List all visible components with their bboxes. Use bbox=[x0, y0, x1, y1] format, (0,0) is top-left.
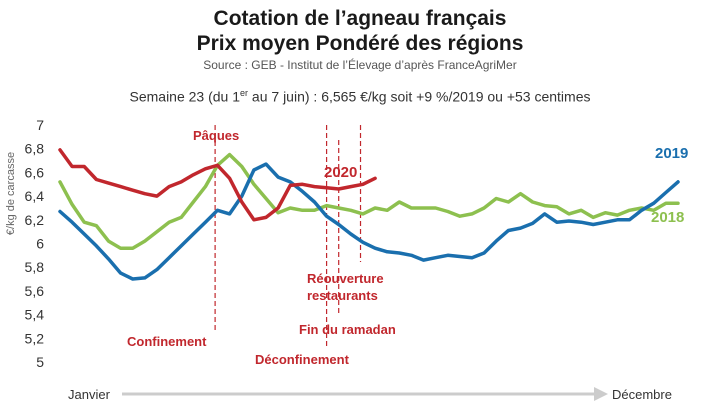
annotation-restaurants: restaurants bbox=[307, 288, 378, 303]
week-summary-pre: Semaine 23 (du 1 bbox=[129, 88, 241, 105]
x-axis-arrow-head bbox=[594, 387, 608, 401]
chart-subtitle: Prix moyen Pondéré des régions bbox=[196, 32, 524, 55]
series-line-2018 bbox=[58, 152, 680, 250]
y-tick-label: 5,2 bbox=[25, 330, 45, 346]
y-axis-label: €/kg de carcasse bbox=[5, 152, 17, 235]
series-label-2019: 2019 bbox=[655, 145, 688, 162]
x-label-end: Décembre bbox=[612, 387, 672, 402]
y-tick-label: 6,4 bbox=[25, 188, 45, 204]
series-label-2018: 2018 bbox=[651, 209, 684, 226]
y-tick-label: 7 bbox=[36, 117, 44, 133]
y-tick-label: 5 bbox=[36, 354, 44, 370]
y-tick-label: 5,4 bbox=[25, 307, 45, 323]
annotation-reouverture: Réouverture bbox=[307, 271, 384, 286]
series-label-2020: 2020 bbox=[324, 164, 357, 181]
y-tick-label: 6,6 bbox=[25, 164, 45, 180]
y-tick-label: 6 bbox=[36, 236, 44, 252]
y-tick-label: 6,2 bbox=[25, 212, 45, 228]
y-tick-label: 5,8 bbox=[25, 259, 45, 275]
chart-source: Source : GEB - Institut de l’Élevage d’a… bbox=[203, 58, 517, 72]
week-summary-sup: er bbox=[240, 88, 249, 98]
annotation-confinement: Confinement bbox=[127, 334, 207, 349]
series-line-2020 bbox=[58, 148, 377, 222]
series-line-2019 bbox=[58, 162, 680, 281]
y-tick-label: 5,6 bbox=[25, 283, 45, 299]
annotation-deconfinement: Déconfinement bbox=[255, 352, 350, 367]
annotation-paques: Pâques bbox=[193, 128, 239, 143]
y-tick-label: 6,8 bbox=[25, 141, 45, 157]
annotation-fin-ramadan: Fin du ramadan bbox=[299, 322, 396, 337]
week-summary: Semaine 23 (du 1er au 7 juin) : 6,565 €/… bbox=[0, 88, 720, 105]
x-label-start: Janvier bbox=[68, 387, 111, 402]
chart-title: Cotation de l’agneau français bbox=[213, 7, 507, 30]
week-summary-post: au 7 juin) : 6,565 €/kg soit +9 %/2019 o… bbox=[248, 88, 591, 105]
